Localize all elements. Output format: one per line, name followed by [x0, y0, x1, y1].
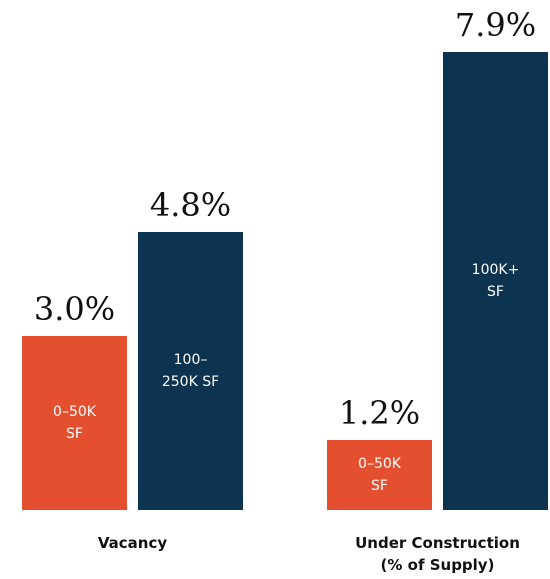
bar-label: 100K+ SF [471, 262, 520, 300]
value-label: 4.8% [149, 185, 232, 224]
value-label: 3.0% [33, 290, 116, 329]
bar-label: 0–50K SF [53, 404, 96, 443]
bar: 0–50K SF [327, 440, 432, 510]
value-label: 1.2% [338, 394, 421, 433]
group-label: Vacancy [97, 534, 168, 552]
bar-label: 100–250K SF [161, 351, 220, 390]
bar-label: 0–50K SF [358, 456, 401, 495]
bar: 100K+ SF [443, 52, 548, 510]
bar: 100–250K SF [138, 231, 243, 510]
value-label: 7.9% [454, 6, 537, 44]
bar: 0–50K SF [22, 336, 127, 510]
group-label: Under Construction (% of Supply) [355, 534, 520, 574]
